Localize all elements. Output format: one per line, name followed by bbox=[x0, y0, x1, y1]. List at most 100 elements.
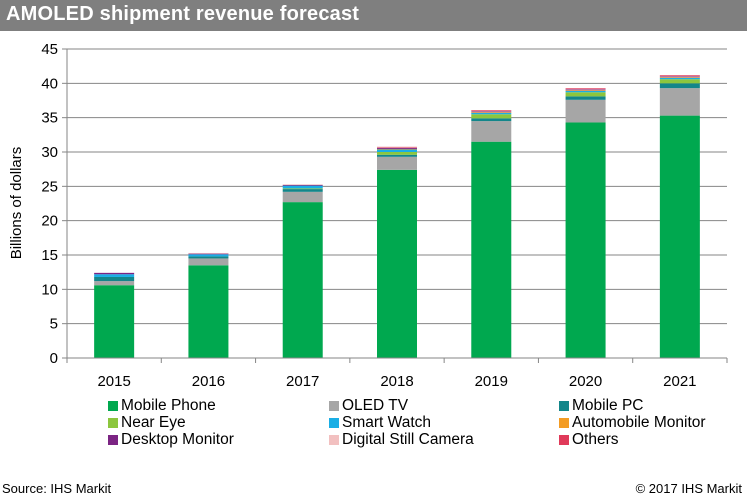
bar-segment-digital-still-camera bbox=[188, 252, 229, 254]
bar-segment-desktop-monitor bbox=[188, 253, 229, 255]
legend-label: Near Eye bbox=[121, 414, 186, 431]
bar-stack-2017 bbox=[282, 184, 323, 358]
bar-segment-others bbox=[377, 146, 417, 148]
bar-segment-smart-watch bbox=[565, 90, 606, 93]
bar-segment-smart-watch bbox=[659, 77, 700, 80]
bar-segment-near-eye bbox=[471, 114, 512, 119]
x-tick-label: 2016 bbox=[192, 373, 225, 390]
bar-segment-mobile-phone bbox=[282, 202, 323, 358]
bar-segment-oled-tv bbox=[471, 121, 512, 142]
bar-segment-desktop-monitor bbox=[471, 111, 512, 113]
bar-segment-smart-watch bbox=[377, 149, 417, 152]
y-tick-label: 20 bbox=[41, 213, 58, 230]
y-tick-label: 35 bbox=[41, 110, 58, 127]
bar-segment-desktop-monitor bbox=[282, 184, 323, 186]
y-tick-label: 30 bbox=[41, 144, 58, 161]
copyright-note: © 2017 IHS Markit bbox=[635, 481, 742, 496]
x-tick-label: 2020 bbox=[569, 373, 602, 390]
bars bbox=[94, 75, 700, 359]
y-tick-label: 0 bbox=[50, 350, 58, 367]
bar-segment-others bbox=[471, 110, 512, 111]
bar-stack-2016 bbox=[188, 252, 229, 358]
legend-swatch bbox=[559, 401, 569, 411]
y-tick-label: 40 bbox=[41, 75, 58, 92]
bar-segment-mobile-pc bbox=[471, 118, 512, 122]
bar-segment-automobile-monitor bbox=[377, 148, 417, 150]
legend-item: Digital Still Camera bbox=[329, 431, 474, 449]
bar-segment-smart-watch bbox=[282, 185, 323, 189]
legend-item: OLED TV bbox=[329, 397, 408, 415]
bar-segment-automobile-monitor bbox=[659, 77, 700, 78]
legend-swatch bbox=[559, 435, 569, 445]
y-axis-label: Billions of dollars bbox=[8, 147, 25, 260]
bar-segment-smart-watch bbox=[188, 254, 229, 257]
x-tick-label: 2017 bbox=[286, 373, 319, 390]
legend-swatch bbox=[329, 418, 339, 428]
x-tick-label: 2019 bbox=[475, 373, 508, 390]
bar-segment-mobile-phone bbox=[188, 265, 229, 358]
bar-segment-near-eye bbox=[565, 92, 606, 97]
bar-stack-2019 bbox=[471, 110, 512, 358]
bar-segment-digital-still-camera bbox=[659, 75, 700, 77]
y-tick-label: 10 bbox=[41, 281, 58, 298]
bar-segment-near-eye bbox=[282, 188, 323, 190]
bar-segment-near-eye bbox=[377, 152, 417, 155]
legend-label: Smart Watch bbox=[342, 414, 431, 431]
legend-item: Mobile Phone bbox=[108, 397, 216, 415]
bar-segment-desktop-monitor bbox=[659, 76, 700, 78]
legend-swatch bbox=[108, 435, 118, 445]
bar-segment-oled-tv bbox=[94, 281, 135, 286]
legend-item: Near Eye bbox=[108, 414, 186, 432]
bar-segment-oled-tv bbox=[282, 191, 323, 203]
legend-label: OLED TV bbox=[342, 397, 409, 414]
bar-segment-automobile-monitor bbox=[565, 90, 606, 91]
bar-segment-desktop-monitor bbox=[377, 147, 417, 149]
bar-segment-desktop-monitor bbox=[94, 272, 135, 275]
legend-label: Others bbox=[572, 431, 619, 448]
bar-segment-mobile-pc bbox=[565, 96, 606, 100]
bar-segment-digital-still-camera bbox=[471, 110, 512, 112]
bar-segment-mobile-phone bbox=[471, 141, 512, 358]
y-tick-label: 25 bbox=[41, 178, 58, 195]
x-tick-label: 2018 bbox=[380, 373, 413, 390]
bar-segment-oled-tv bbox=[659, 88, 700, 116]
legend-item: Others bbox=[559, 431, 619, 449]
chart-title: AMOLED shipment revenue forecast bbox=[6, 3, 360, 25]
legend-label: Digital Still Camera bbox=[342, 431, 474, 448]
bar-stack-2015 bbox=[94, 272, 135, 358]
title-bar: AMOLED shipment revenue forecast bbox=[0, 0, 747, 31]
bar-segment-mobile-phone bbox=[659, 115, 700, 359]
bar-segment-oled-tv bbox=[565, 99, 606, 123]
bar-segment-near-eye bbox=[659, 79, 700, 84]
bar-segment-digital-still-camera bbox=[282, 184, 323, 185]
legend-item: Desktop Monitor bbox=[108, 431, 234, 449]
bar-segment-digital-still-camera bbox=[377, 147, 417, 148]
bar-segment-mobile-phone bbox=[565, 122, 606, 359]
legend-item: Smart Watch bbox=[329, 414, 431, 432]
chart-plot: 0 5 10 15 20 25 30 35 40 45 2015 2016 2017 2018 2019 20… bbox=[8, 41, 728, 390]
bar-segment-mobile-phone bbox=[377, 169, 417, 358]
legend-label: Desktop Monitor bbox=[121, 431, 234, 448]
bar-segment-automobile-monitor bbox=[471, 112, 512, 113]
bar-stack-2021 bbox=[659, 75, 700, 359]
legend-item: Mobile PC bbox=[559, 397, 644, 415]
bar-segment-mobile-phone bbox=[94, 285, 135, 358]
bar-segment-others bbox=[565, 88, 606, 89]
legend-swatch bbox=[559, 418, 569, 428]
axes: 0 5 10 15 20 25 30 35 40 45 2015 2016 2017 2018 2019 20… bbox=[41, 41, 728, 390]
legend-item: Automobile Monitor bbox=[559, 414, 706, 432]
legend-label: Mobile Phone bbox=[121, 397, 216, 414]
bar-segment-smart-watch bbox=[471, 112, 512, 115]
bar-segment-mobile-pc bbox=[377, 154, 417, 157]
legend-swatch bbox=[108, 401, 118, 411]
bar-segment-others bbox=[659, 75, 700, 76]
bar-stack-2018 bbox=[377, 146, 417, 358]
bar-segment-oled-tv bbox=[377, 156, 417, 170]
y-tick-label: 5 bbox=[50, 316, 58, 333]
legend-label: Automobile Monitor bbox=[572, 414, 706, 431]
legend-swatch bbox=[108, 418, 118, 428]
bar-segment-desktop-monitor bbox=[565, 89, 606, 91]
x-tick-label: 2015 bbox=[97, 373, 130, 390]
legend-label: Mobile PC bbox=[572, 397, 644, 414]
bar-stack-2020 bbox=[565, 88, 606, 359]
